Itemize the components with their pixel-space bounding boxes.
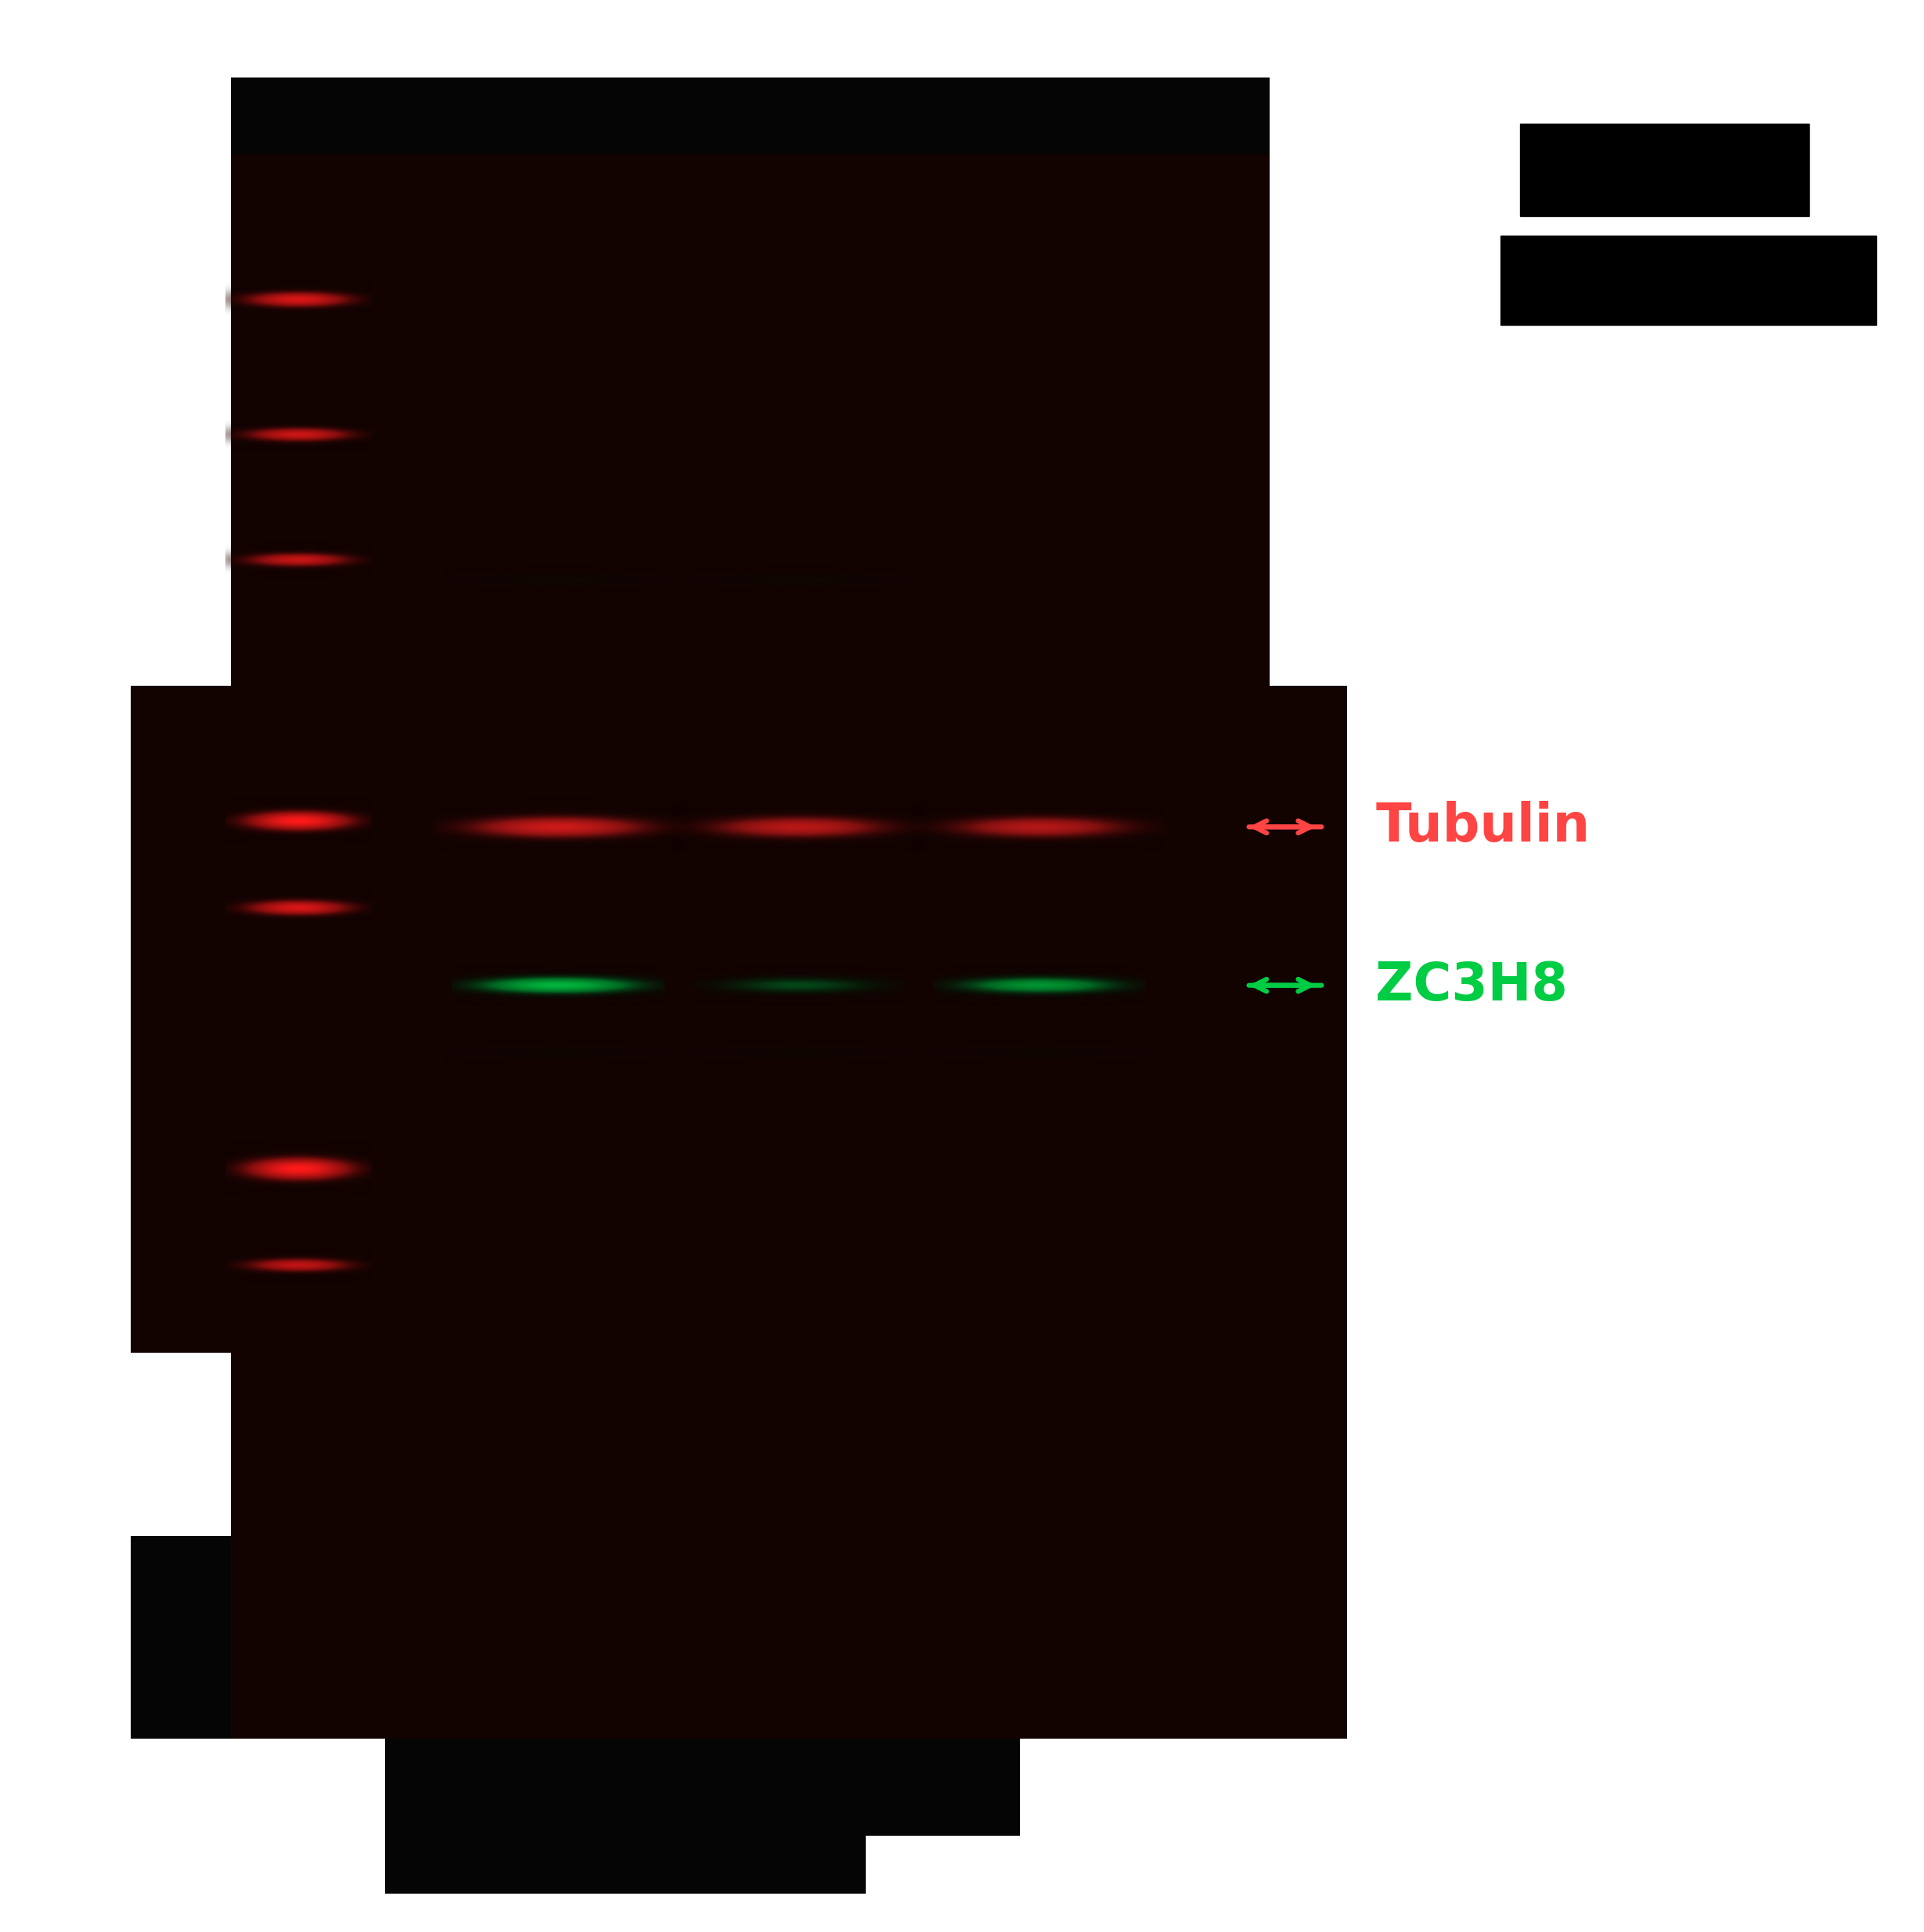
Bar	[1501, 236, 1876, 325]
Polygon shape	[231, 155, 1347, 1739]
Polygon shape	[231, 77, 1270, 155]
Polygon shape	[131, 686, 231, 1352]
Polygon shape	[385, 1739, 1020, 1893]
Text: Tubulin: Tubulin	[1376, 802, 1591, 852]
Bar	[1520, 124, 1809, 216]
Text: ZC3H8: ZC3H8	[1376, 960, 1568, 1010]
Polygon shape	[131, 1536, 231, 1739]
